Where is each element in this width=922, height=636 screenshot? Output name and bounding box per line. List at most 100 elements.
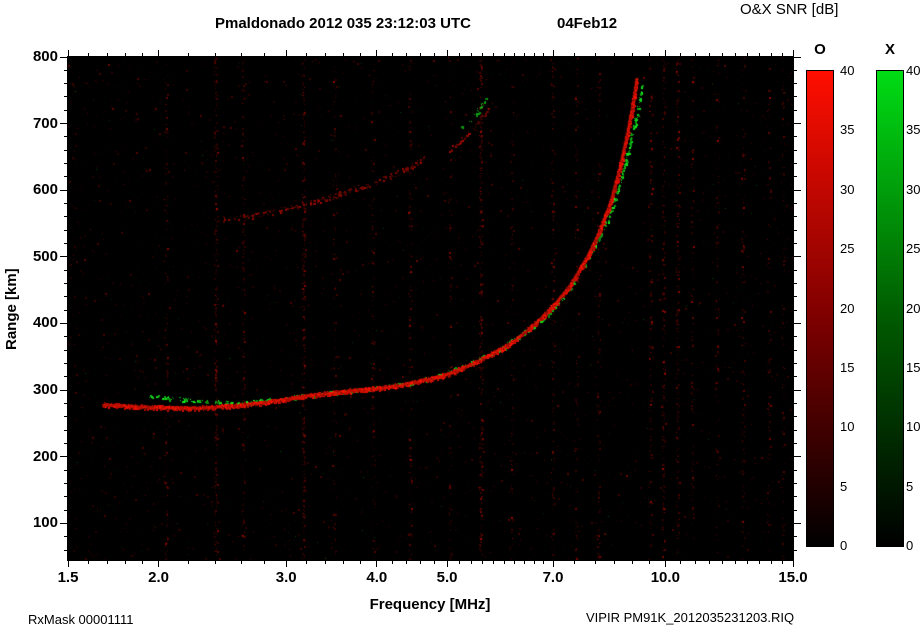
x-minor-tick (694, 53, 696, 57)
y-minor-tick (793, 216, 797, 218)
x-colorbar-tick-label: 5 (906, 478, 914, 494)
y-tick-label: 500 (32, 247, 58, 265)
x-minor-tick (680, 560, 682, 564)
x-major-tick (285, 560, 287, 567)
y-minor-tick (64, 376, 68, 378)
y-minor-tick (793, 442, 797, 444)
y-minor-tick (64, 416, 68, 418)
x-minor-tick (458, 560, 460, 564)
x-minor-tick (470, 560, 472, 564)
y-major-tick (60, 456, 68, 458)
x-minor-tick (325, 53, 327, 57)
y-minor-tick (793, 496, 797, 498)
y-minor-tick (793, 336, 797, 338)
x-minor-tick (87, 560, 89, 564)
x-minor-tick (722, 53, 724, 57)
x-minor-tick (433, 560, 435, 564)
x-tick-label: 15.0 (778, 569, 808, 586)
y-minor-tick (793, 149, 797, 151)
y-minor-tick (64, 149, 68, 151)
x-major-tick (376, 50, 378, 57)
y-minor-tick (64, 336, 68, 338)
y-minor-tick (793, 203, 797, 205)
x-minor-tick (534, 560, 535, 564)
plot-date: 04Feb12 (557, 15, 618, 32)
y-minor-tick (64, 229, 68, 231)
y-major-tick (793, 123, 801, 125)
x-minor-tick (594, 53, 596, 57)
y-minor-tick (64, 243, 68, 245)
x-major-tick (446, 560, 448, 567)
y-minor-tick (793, 536, 797, 538)
x-minor-tick (574, 560, 576, 564)
y-minor-tick (793, 176, 797, 178)
x-colorbar-tick-label: 0 (906, 538, 914, 553)
x-minor-tick (708, 53, 710, 57)
x-minor-tick (631, 53, 633, 57)
x-minor-tick (759, 560, 761, 564)
o-mode-label: O (814, 41, 826, 58)
y-minor-tick (793, 136, 797, 138)
x-minor-tick (240, 53, 242, 57)
x-minor-tick (106, 560, 108, 564)
x-tick-label: 1.5 (57, 569, 79, 586)
x-minor-tick (124, 560, 126, 564)
y-minor-tick (793, 69, 797, 71)
x-colorbar-tick-label: 15 (906, 359, 921, 375)
x-minor-tick (87, 53, 89, 57)
footer-rxmask: RxMask 00001111 (28, 612, 134, 627)
x-minor-tick (613, 53, 615, 57)
x-minor-tick (735, 53, 737, 57)
x-major-tick (792, 560, 794, 567)
x-minor-tick (534, 53, 535, 57)
x-minor-tick (215, 560, 217, 564)
o-colorbar-tick-label: 25 (840, 241, 855, 257)
o-colorbar-tick-label: 0 (840, 538, 848, 553)
x-tick-label: 3.0 (275, 569, 297, 586)
x-minor-tick (770, 53, 772, 57)
x-minor-tick (493, 53, 495, 57)
o-colorbar-tick-label: 10 (840, 419, 855, 435)
y-minor-tick (64, 83, 68, 85)
x-minor-tick (613, 560, 615, 564)
plot-frame (67, 56, 794, 561)
y-minor-tick (793, 83, 797, 85)
y-minor-tick (793, 549, 797, 551)
y-minor-tick (64, 163, 68, 165)
ionogram-canvas (68, 57, 793, 560)
x-tick-label: 5.0 (436, 569, 458, 586)
x-minor-tick (543, 560, 545, 564)
x-minor-tick (391, 560, 393, 564)
x-major-tick (67, 560, 69, 567)
y-minor-tick (793, 96, 797, 98)
y-major-tick (60, 389, 68, 391)
o-colorbar-tick-label: 40 (840, 63, 855, 78)
y-minor-tick (64, 442, 68, 444)
y-minor-tick (64, 402, 68, 404)
x-minor-tick (735, 560, 737, 564)
y-minor-tick (793, 309, 797, 311)
x-minor-tick (747, 560, 749, 564)
y-minor-tick (64, 109, 68, 111)
x-colorbar-tick-label: 35 (906, 122, 921, 138)
x-minor-tick (360, 53, 362, 57)
y-tick-label: 700 (32, 114, 58, 132)
x-minor-tick (631, 560, 633, 564)
x-minor-tick (406, 53, 408, 57)
y-tick-label: 800 (32, 48, 58, 65)
y-minor-tick (793, 402, 797, 404)
y-major-tick (60, 56, 68, 58)
y-minor-tick (793, 362, 797, 364)
x-colorbar-tick-label: 40 (906, 63, 921, 78)
x-tick-label: 10.0 (650, 569, 680, 586)
y-tick-label: 400 (32, 314, 58, 332)
y-minor-tick (64, 429, 68, 431)
x-mode-colorbar (876, 70, 904, 547)
x-minor-tick (141, 560, 143, 564)
x-minor-tick (264, 53, 266, 57)
x-minor-tick (343, 560, 345, 564)
x-minor-tick (215, 53, 217, 57)
x-minor-tick (470, 53, 472, 57)
x-minor-tick (264, 560, 266, 564)
y-minor-tick (64, 509, 68, 511)
